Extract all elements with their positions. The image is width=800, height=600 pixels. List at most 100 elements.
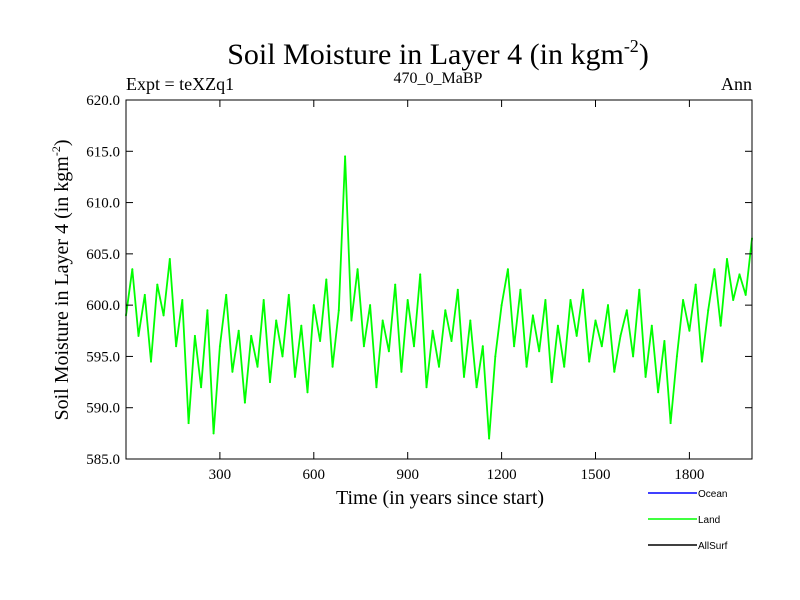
data-point-land (243, 401, 246, 404)
data-point-land (350, 319, 353, 322)
chart-title-superscript: -2 (624, 36, 639, 56)
data-point-land (369, 304, 372, 307)
y-axis-label: Soil Moisture in Layer 4 (in kgm-2) (49, 139, 73, 420)
data-point-land (400, 370, 403, 373)
data-point-land (619, 334, 622, 337)
data-point-land (744, 293, 747, 296)
data-point-land (719, 324, 722, 327)
data-point-land (175, 345, 178, 348)
data-point-land (262, 299, 265, 301)
data-point-land (575, 334, 578, 337)
data-point-land (463, 375, 465, 378)
data-point-land (588, 360, 591, 363)
data-point-land (431, 329, 434, 332)
data-point-land (413, 345, 415, 348)
data-point-land (694, 283, 697, 286)
data-point-land (513, 345, 516, 348)
x-tick-label: 600 (303, 467, 326, 483)
chart-title: Soil Moisture in Layer 4 (in kgm-2) (227, 36, 649, 71)
data-point-land (362, 345, 365, 348)
y-axis-label-main: Soil Moisture in Layer 4 (in kgm (51, 156, 73, 421)
data-point-land (143, 293, 146, 296)
data-point-land (325, 278, 328, 281)
y-tick-label: 585.0 (86, 452, 120, 468)
data-point-land (657, 391, 660, 394)
data-point-land (632, 355, 635, 358)
data-point-land (638, 288, 641, 291)
y-tick-label: 595.0 (86, 349, 120, 365)
data-point-land (682, 299, 685, 301)
x-axis-ticks: 300 600 900 1200 1500 1800 (209, 100, 704, 483)
data-point-land (250, 334, 253, 337)
legend-label-ocean: Ocean (698, 489, 727, 500)
data-point-land (419, 273, 422, 276)
data-point-land (613, 370, 616, 373)
data-point-land (269, 381, 271, 384)
data-point-land (469, 319, 472, 322)
data-lines (125, 155, 753, 440)
y-tick-label: 620.0 (86, 93, 120, 109)
x-tick-label: 1200 (487, 467, 517, 483)
data-point-land (287, 293, 290, 296)
data-point-land (481, 345, 484, 348)
data-point-land (306, 391, 309, 394)
data-point-land (550, 381, 553, 384)
data-point-land (375, 386, 378, 389)
data-point-land (650, 324, 653, 327)
data-point-land (519, 288, 522, 291)
data-point-land (256, 365, 259, 368)
data-point-land (212, 432, 215, 435)
data-point-land (137, 334, 140, 337)
data-point-land (663, 340, 666, 342)
legend-label-allsurf: AllSurf (698, 541, 728, 552)
y-axis-label-close: ) (51, 139, 73, 146)
data-point-land (394, 283, 397, 286)
data-point-land (531, 314, 534, 317)
data-point-land (406, 299, 409, 301)
data-point-land (644, 375, 647, 378)
data-point-land (450, 340, 453, 342)
data-point-land (713, 268, 716, 271)
data-point-land (625, 309, 628, 312)
data-point-land (506, 268, 509, 271)
data-point-land (444, 309, 447, 312)
data-point-land (156, 283, 159, 286)
x-tick-label: 1800 (674, 467, 704, 483)
data-point-land (700, 360, 703, 363)
x-tick-label: 300 (209, 467, 232, 483)
data-point-land (275, 319, 278, 322)
x-tick-label: 1500 (581, 467, 611, 483)
data-point-land (150, 360, 152, 363)
data-point-land (538, 350, 541, 353)
series-line-land (125, 155, 753, 440)
y-axis-ticks: 585.0 590.0 595.0 600.0 605.0 610.0 615.0 620.0 (86, 93, 752, 468)
data-point-land (218, 345, 221, 348)
data-point-land (500, 304, 503, 307)
y-tick-label: 590.0 (86, 401, 120, 417)
y-tick-label: 610.0 (86, 196, 120, 212)
data-point-land (456, 288, 459, 291)
data-point-land (488, 437, 491, 440)
plot-frame (125, 99, 753, 460)
data-point-land (312, 304, 315, 307)
data-point-land (356, 268, 359, 271)
data-point-land (168, 258, 171, 260)
legend-label-land: Land (698, 515, 720, 526)
data-point-land (162, 314, 165, 317)
data-point-land (738, 273, 741, 276)
data-point-land (331, 365, 334, 368)
data-point-land (231, 370, 234, 373)
data-point-land (206, 309, 209, 312)
data-point-land (688, 329, 691, 332)
data-point-land (131, 268, 134, 271)
data-point-land (237, 329, 240, 332)
y-axis-label-superscript: -2 (49, 146, 63, 156)
data-point-land (300, 324, 303, 327)
data-point-land (344, 155, 347, 158)
data-point-land (187, 422, 190, 425)
data-point-land (193, 334, 196, 337)
data-point-land (732, 299, 735, 301)
data-point-land (387, 350, 390, 353)
x-axis-label: Time (in years since start) (336, 487, 544, 509)
